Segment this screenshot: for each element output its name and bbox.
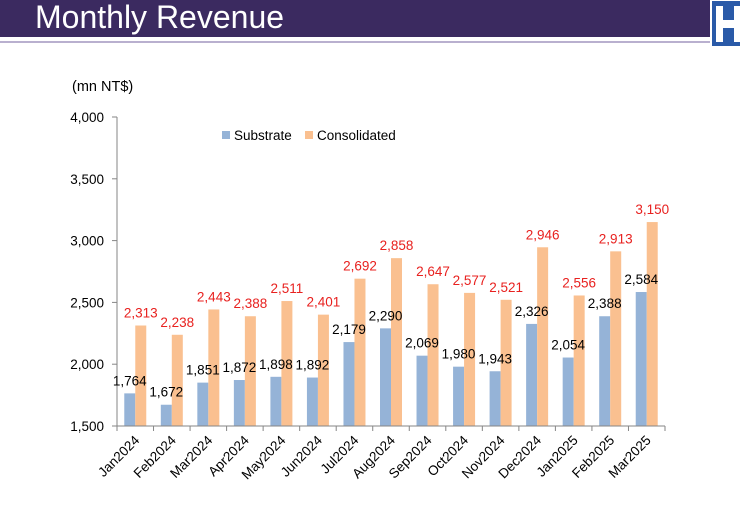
substrate-bar (380, 328, 391, 426)
consolidated-bar (646, 222, 658, 426)
consolidated-bar (317, 314, 329, 426)
substrate-bar (416, 355, 428, 426)
consolidated-data-label: 2,647 (416, 264, 450, 279)
substrate-bar (489, 371, 501, 426)
substrate-data-label: 2,388 (588, 296, 622, 311)
header-divider (0, 41, 740, 43)
consolidated-bar (537, 247, 549, 426)
substrate-data-label: 2,069 (405, 336, 439, 351)
substrate-bar (270, 376, 282, 426)
consolidated-bar (464, 292, 476, 426)
substrate-bar (635, 292, 647, 426)
y-tick-label: 1,500 (70, 419, 104, 434)
consolidated-data-label: 2,692 (343, 259, 377, 274)
substrate-data-label: 1,892 (296, 358, 330, 373)
consolidated-data-label: 2,577 (453, 273, 487, 288)
substrate-bar (197, 382, 209, 426)
substrate-data-label: 2,179 (332, 322, 366, 337)
consolidated-bar (427, 284, 439, 426)
substrate-bar (599, 316, 611, 426)
substrate-data-label: 2,054 (551, 338, 585, 353)
substrate-bar (343, 342, 355, 426)
substrate-data-label: 2,326 (515, 304, 549, 319)
substrate-bar (306, 377, 318, 426)
consolidated-bar (573, 295, 585, 426)
slide-title: Monthly Revenue (35, 0, 285, 35)
substrate-bar (160, 404, 172, 426)
consolidated-data-label: 2,556 (562, 275, 596, 290)
legend-swatch-substrate (222, 131, 230, 139)
substrate-data-label: 1,851 (186, 363, 220, 378)
consolidated-data-label: 2,313 (124, 306, 158, 321)
y-tick-label: 3,500 (70, 172, 104, 187)
consolidated-data-label: 2,521 (489, 280, 523, 295)
consolidated-data-label: 2,443 (197, 289, 231, 304)
consolidated-bar (135, 325, 147, 426)
y-tick-label: 3,000 (70, 234, 104, 249)
substrate-data-label: 1,980 (442, 347, 476, 362)
consolidated-bar (208, 309, 220, 426)
substrate-data-label: 1,872 (222, 360, 256, 375)
consolidated-bar (500, 299, 512, 426)
consolidated-data-label: 2,913 (599, 231, 633, 246)
consolidated-data-label: 2,238 (160, 315, 194, 330)
consolidated-bar (391, 258, 402, 426)
substrate-data-label: 1,898 (259, 357, 293, 372)
substrate-bar (124, 393, 136, 426)
logo-mark (716, 6, 740, 42)
header-bar (0, 0, 740, 37)
consolidated-data-label: 2,388 (233, 296, 267, 311)
legend: Substrate Consolidated (222, 128, 396, 143)
x-tick-label: Jun2024 (278, 432, 326, 480)
consolidated-bar (610, 251, 622, 426)
consolidated-bar (354, 278, 366, 426)
consolidated-data-label: 2,511 (271, 281, 304, 296)
consolidated-data-label: 2,401 (307, 295, 341, 310)
legend-label-substrate: Substrate (234, 128, 292, 143)
consolidated-data-label: 2,946 (526, 227, 560, 242)
y-tick-label: 2,000 (70, 357, 104, 372)
consolidated-bar (281, 301, 293, 426)
y-axis-unit-label: (mn NT$) (72, 79, 133, 95)
consolidated-bar (171, 334, 183, 426)
substrate-data-label: 1,672 (149, 385, 183, 400)
legend-swatch-consolidated (305, 131, 313, 139)
consolidated-data-label: 3,150 (635, 202, 669, 217)
substrate-bar (453, 366, 465, 426)
substrate-data-label: 2,290 (369, 308, 403, 323)
substrate-bar (526, 323, 538, 426)
company-logo (710, 0, 740, 48)
consolidated-data-label: 2,858 (380, 238, 414, 253)
y-tick-label: 4,000 (70, 110, 104, 125)
substrate-bar (233, 380, 245, 426)
substrate-data-label: 1,943 (478, 351, 512, 366)
substrate-data-label: 2,584 (624, 272, 658, 287)
legend-label-consolidated: Consolidated (317, 128, 396, 143)
substrate-data-label: 1,764 (113, 373, 147, 388)
substrate-bar (562, 357, 574, 426)
consolidated-bar (244, 316, 256, 426)
y-tick-label: 2,500 (70, 295, 104, 310)
bars (124, 222, 658, 426)
